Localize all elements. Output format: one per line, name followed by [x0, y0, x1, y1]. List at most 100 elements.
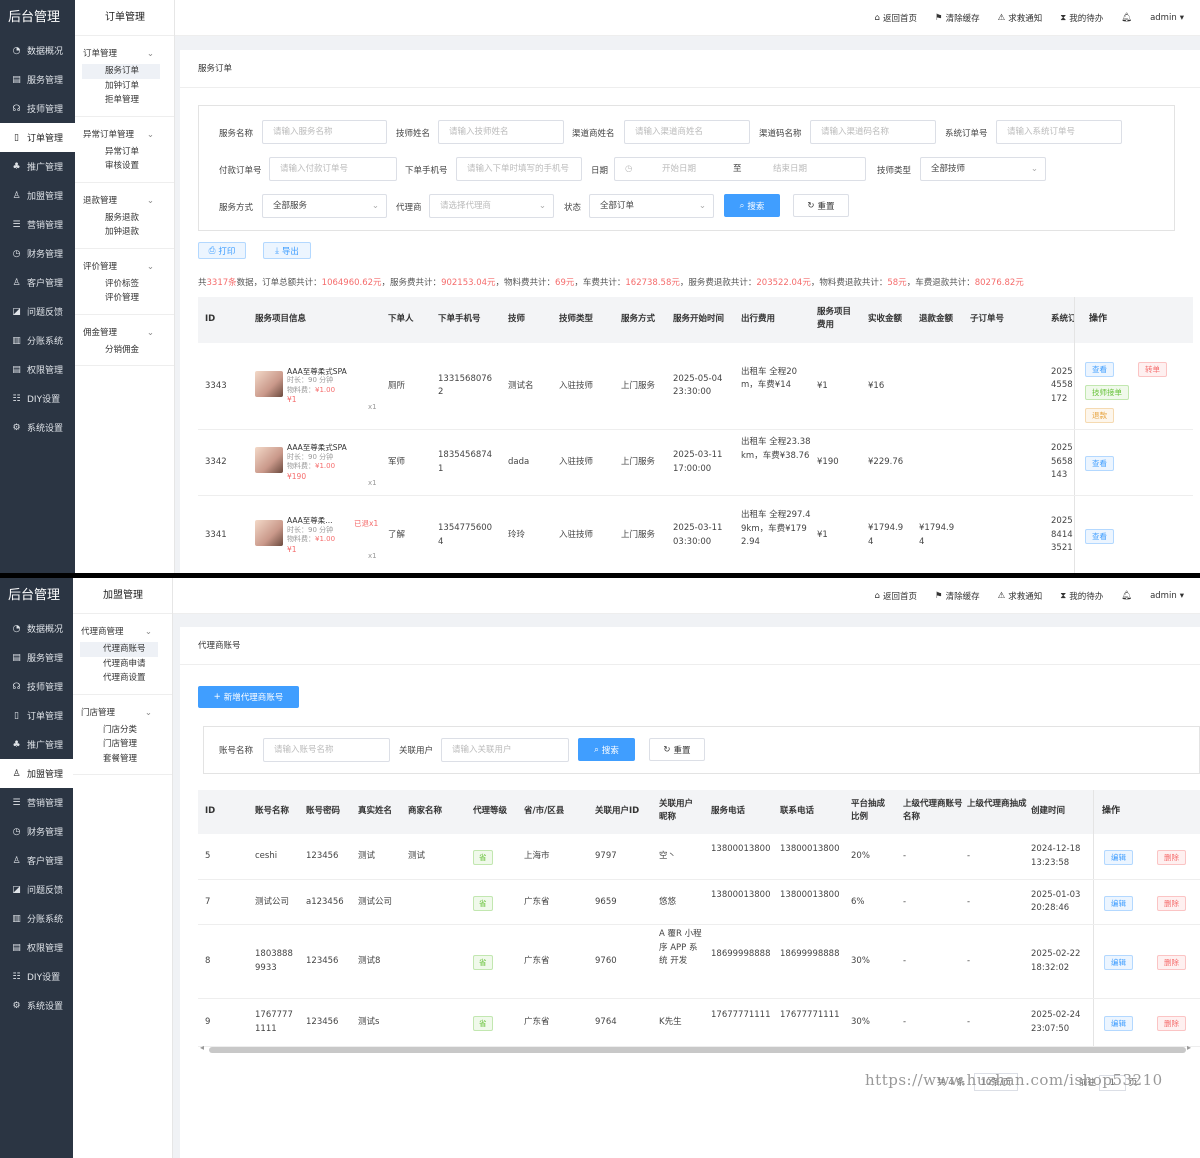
- sidebar-item-7[interactable]: ◷ 财务管理: [0, 817, 73, 846]
- op-button-3[interactable]: 退款: [1085, 407, 1114, 423]
- sidebar-item-5[interactable]: ♙ 加盟管理: [0, 759, 73, 788]
- sidebar-item-3[interactable]: ▯ 订单管理: [0, 701, 73, 730]
- edit-button[interactable]: 编辑: [1104, 850, 1133, 865]
- op-button-0[interactable]: 查看: [1085, 456, 1114, 471]
- search-button[interactable]: ⌕ 搜索: [724, 194, 780, 217]
- channel-code-input[interactable]: 请输入渠道码名称: [810, 120, 936, 144]
- export-button[interactable]: ⤓ 导出: [263, 242, 311, 259]
- sidebar-item-8[interactable]: ♙ 客户管理: [0, 846, 73, 875]
- sidebar-item-11[interactable]: ▤ 权限管理: [0, 355, 75, 384]
- reset-button[interactable]: ↻ 重置: [793, 194, 849, 217]
- search-button[interactable]: ⌕ 搜索: [578, 738, 635, 761]
- account-input[interactable]: 请输入账号名称: [263, 738, 390, 762]
- subnav-group-header[interactable]: 佣金管理 ⌄: [75, 323, 174, 343]
- phone-input[interactable]: 请输入下单时填写的手机号: [456, 157, 582, 181]
- edit-button[interactable]: 编辑: [1104, 895, 1133, 911]
- print-button[interactable]: ⎙ 打印: [198, 242, 246, 259]
- sidebar-item-0[interactable]: ◔ 数据概况: [0, 36, 75, 65]
- subnav-item[interactable]: 异常订单: [105, 146, 140, 157]
- subnav-group-header[interactable]: 代理商管理 ⌄: [73, 622, 172, 642]
- home-link[interactable]: ⌂ 返回首页: [875, 12, 917, 24]
- subnav-item[interactable]: 加钟订单: [105, 80, 140, 91]
- delete-button[interactable]: 删除: [1157, 955, 1186, 970]
- page-size-select[interactable]: 10条/页: [973, 1073, 1019, 1091]
- bell-icon[interactable]: 🔔︎: [1121, 12, 1133, 23]
- delete-button[interactable]: 删除: [1157, 850, 1186, 865]
- subnav-item[interactable]: 门店管理: [103, 739, 138, 749]
- linked-user-input[interactable]: 请输入关联用户: [441, 738, 569, 762]
- clear-cache-link[interactable]: ⚑ 清除缓存: [935, 12, 980, 24]
- sidebar-item-1[interactable]: ▤ 服务管理: [0, 65, 75, 94]
- sidebar-item-5[interactable]: ♙ 加盟管理: [0, 181, 75, 210]
- subnav-item[interactable]: 代理商设置: [103, 673, 146, 683]
- add-agent-button[interactable]: + 新增代理商账号: [198, 686, 299, 708]
- subnav-item[interactable]: 拒单管理: [105, 95, 140, 105]
- agent-select[interactable]: 请选择代理商 ⌄: [429, 194, 554, 218]
- op-button-0[interactable]: 查看: [1085, 529, 1114, 544]
- subnav-item[interactable]: 服务退款: [105, 212, 140, 223]
- sidebar-item-2[interactable]: ☊ 技师管理: [0, 672, 73, 701]
- sidebar-item-12[interactable]: ☷ DIY设置: [0, 962, 73, 991]
- subnav-item[interactable]: 代理商账号: [80, 642, 158, 657]
- sos-link[interactable]: ⚠ 求救通知: [998, 12, 1043, 24]
- sidebar-item-8[interactable]: ♙ 客户管理: [0, 268, 75, 297]
- channel-name-input[interactable]: 请输入渠道商姓名: [624, 120, 750, 144]
- edit-button[interactable]: 编辑: [1104, 955, 1133, 970]
- sidebar-item-9[interactable]: ◪ 问题反馈: [0, 297, 75, 326]
- subnav-group-header[interactable]: 门店管理 ⌄: [73, 703, 172, 723]
- sidebar-item-13[interactable]: ⚙ 系统设置: [0, 413, 75, 442]
- subnav-item[interactable]: 分销佣金: [105, 344, 140, 355]
- scroll-right-icon[interactable]: ▸: [1187, 1043, 1192, 1052]
- sidebar-item-9[interactable]: ◪ 问题反馈: [0, 875, 73, 904]
- subnav-item[interactable]: 门店分类: [103, 724, 138, 735]
- sidebar-item-7[interactable]: ◷ 财务管理: [0, 239, 75, 268]
- tech-name-input[interactable]: 请输入技师姓名: [438, 120, 564, 144]
- todo-link[interactable]: ⧗ 我的待办: [1060, 590, 1103, 602]
- subnav-item[interactable]: 加钟退款: [105, 227, 140, 237]
- sidebar-item-2[interactable]: ☊ 技师管理: [0, 94, 75, 123]
- scroll-left-icon[interactable]: ◂: [200, 1043, 205, 1052]
- todo-link[interactable]: ⧗ 我的待办: [1060, 12, 1103, 24]
- tech-type-select[interactable]: 全部技师 ⌄: [920, 157, 1046, 181]
- sidebar-item-6[interactable]: ☰ 营销管理: [0, 210, 75, 239]
- bell-icon[interactable]: 🔔︎: [1121, 590, 1133, 601]
- date-range-picker[interactable]: ◷ 开始日期 至 结束日期: [614, 157, 866, 181]
- home-link[interactable]: ⌂ 返回首页: [875, 590, 917, 602]
- sidebar-item-6[interactable]: ☰ 营销管理: [0, 788, 73, 817]
- sidebar-item-4[interactable]: ♣ 推广管理: [0, 730, 73, 759]
- subnav-item[interactable]: 审核设置: [105, 161, 140, 171]
- sidebar-item-10[interactable]: ▥ 分账系统: [0, 904, 73, 933]
- subnav-group-header[interactable]: 订单管理 ⌄: [75, 44, 174, 64]
- pay-order-input[interactable]: 请输入付款订单号: [269, 157, 397, 181]
- delete-button[interactable]: 删除: [1157, 1016, 1186, 1031]
- subnav-item[interactable]: 代理商申请: [103, 658, 146, 669]
- sidebar-item-0[interactable]: ◔ 数据概况: [0, 614, 73, 643]
- reset-button[interactable]: ↻ 重置: [649, 738, 705, 761]
- sys-order-input[interactable]: 请输入系统订单号: [996, 120, 1122, 144]
- subnav-group-header[interactable]: 退款管理 ⌄: [75, 191, 174, 211]
- sidebar-item-4[interactable]: ♣ 推广管理: [0, 152, 75, 181]
- subnav-item[interactable]: 评价管理: [105, 293, 140, 303]
- page-input[interactable]: 1: [1098, 1075, 1127, 1091]
- sidebar-item-10[interactable]: ▥ 分账系统: [0, 326, 75, 355]
- subnav-group-header[interactable]: 异常订单管理 ⌄: [75, 125, 174, 145]
- sidebar-item-1[interactable]: ▤ 服务管理: [0, 643, 73, 672]
- delete-button[interactable]: 删除: [1157, 895, 1186, 911]
- user-menu[interactable]: admin ▾: [1150, 591, 1184, 601]
- user-menu[interactable]: admin ▾: [1150, 13, 1184, 23]
- op-button-0[interactable]: 查看: [1085, 361, 1114, 377]
- service-mode-select[interactable]: 全部服务 ⌄: [262, 194, 387, 218]
- sos-link[interactable]: ⚠ 求救通知: [998, 590, 1043, 602]
- subnav-group-header[interactable]: 评价管理 ⌄: [75, 257, 174, 277]
- sidebar-item-13[interactable]: ⚙ 系统设置: [0, 991, 73, 1020]
- status-select[interactable]: 全部订单 ⌄: [589, 194, 714, 218]
- sidebar-item-12[interactable]: ☷ DIY设置: [0, 384, 75, 413]
- sidebar-item-11[interactable]: ▤ 权限管理: [0, 933, 73, 962]
- edit-button[interactable]: 编辑: [1104, 1016, 1133, 1031]
- clear-cache-link[interactable]: ⚑ 清除缓存: [935, 590, 980, 602]
- op-button-2[interactable]: 技师接单: [1085, 384, 1129, 400]
- op-button-1[interactable]: 转单: [1138, 361, 1167, 377]
- subnav-item[interactable]: 服务订单: [82, 64, 160, 79]
- subnav-item[interactable]: 套餐管理: [103, 753, 138, 764]
- horizontal-scrollbar[interactable]: [209, 1047, 1186, 1053]
